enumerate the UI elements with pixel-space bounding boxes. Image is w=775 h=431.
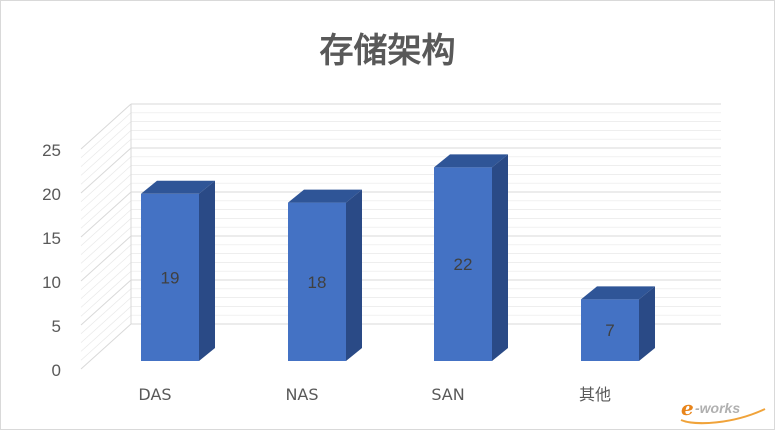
side-gridline	[80, 244, 132, 291]
side-gridline	[80, 200, 132, 247]
side-gridline	[80, 235, 132, 282]
bar-top	[434, 154, 508, 168]
bar-top	[581, 286, 655, 300]
side-gridline	[80, 262, 132, 308]
bar-NAS	[288, 202, 346, 361]
side-gridline	[80, 270, 132, 317]
x-tick-label: DAS	[138, 385, 171, 404]
side-gridline	[80, 138, 132, 185]
side-gridline	[80, 253, 132, 299]
y-tick-label: 25	[42, 141, 61, 160]
side-gridline	[80, 130, 132, 176]
svg-text:e: e	[681, 396, 694, 420]
side-gridline	[80, 297, 132, 343]
bar-DAS	[141, 193, 199, 361]
y-tick-label: 20	[42, 185, 61, 204]
side-gridline	[80, 226, 132, 273]
side-gridline	[80, 323, 132, 370]
bar-side	[492, 154, 508, 361]
side-gridline	[80, 112, 132, 159]
x-tick-label: NAS	[285, 385, 318, 404]
bar-top	[288, 189, 362, 203]
bar-side	[639, 286, 655, 361]
x-tick-label: 其他	[579, 385, 611, 404]
side-gridline	[80, 191, 132, 238]
side-gridline	[80, 288, 132, 335]
data-label: 18	[308, 273, 327, 292]
e-works-logo: e -works	[680, 396, 766, 425]
x-tick-label: SAN	[431, 385, 464, 404]
chart-title: 存储架构	[319, 31, 456, 71]
side-gridline	[80, 279, 132, 326]
side-gridline	[80, 306, 132, 352]
side-gridline	[80, 156, 132, 203]
side-gridline	[80, 314, 132, 361]
bar-side	[346, 189, 362, 361]
side-gridline	[80, 209, 132, 255]
y-tick-label: 5	[52, 317, 61, 336]
bar-top	[141, 180, 215, 194]
y-tick-label: 10	[42, 273, 61, 292]
data-label: 7	[605, 321, 614, 340]
side-gridline	[80, 218, 132, 264]
side-gridline	[80, 121, 132, 167]
bar-side	[199, 180, 215, 361]
side-gridline	[80, 165, 132, 211]
y-tick-label: 15	[42, 229, 61, 248]
side-gridline	[80, 174, 132, 220]
bar-SAN	[434, 167, 492, 361]
svg-text:-works: -works	[695, 400, 740, 416]
side-gridline	[80, 103, 132, 150]
bar-其他	[581, 299, 639, 361]
data-label: 19	[161, 268, 180, 287]
side-gridline	[80, 182, 132, 229]
y-tick-label: 0	[52, 361, 61, 380]
data-label: 22	[454, 255, 473, 274]
side-gridline	[80, 147, 132, 194]
